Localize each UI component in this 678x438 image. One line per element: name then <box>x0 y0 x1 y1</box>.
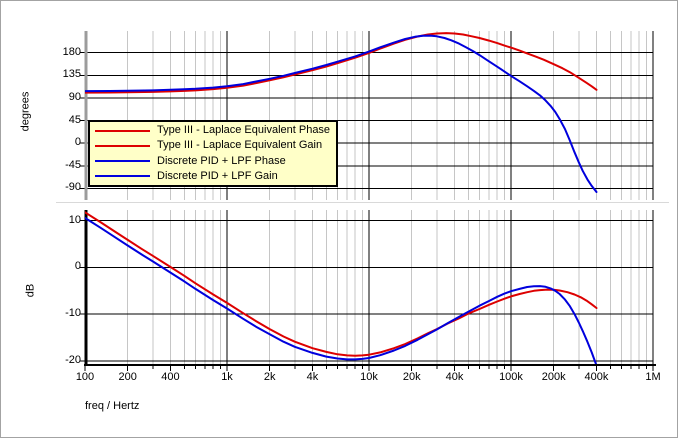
phase-axis-title: degrees <box>19 91 32 132</box>
curve-type-iii-laplace-equivalent-phase <box>85 32 598 94</box>
legend-item: Discrete PID + LPF Gain <box>90 170 336 183</box>
curve-type-iii-laplace-equivalent-gain <box>85 211 598 357</box>
curve-discrete-pid-lpf-gain <box>85 216 598 365</box>
legend-item: Type III - Laplace Equivalent Phase <box>90 124 336 137</box>
legend-item-label: Type III - Laplace Equivalent Phase <box>157 124 331 137</box>
legend-item-label: Discrete PID + LPF Phase <box>157 154 286 167</box>
legend-line-sample-red-gain <box>95 144 150 147</box>
legend-item-label: Type III - Laplace Equivalent Gain <box>157 139 323 152</box>
legend-box[interactable]: Type III - Laplace Equivalent Phase Type… <box>88 120 338 187</box>
legend-item: Discrete PID + LPF Phase <box>90 155 336 168</box>
gain-axis-title: dB <box>24 283 37 298</box>
legend-item-label: Discrete PID + LPF Gain <box>157 169 278 182</box>
legend-line-sample-red-phase <box>95 129 150 132</box>
curve-discrete-pid-lpf-phase <box>85 34 598 193</box>
legend-line-sample-blue-gain <box>95 175 150 178</box>
legend-line-sample-blue-phase <box>95 160 150 163</box>
x-axis-title: freq / Hertz <box>85 400 140 412</box>
legend-item: Type III - Laplace Equivalent Gain <box>90 139 336 152</box>
